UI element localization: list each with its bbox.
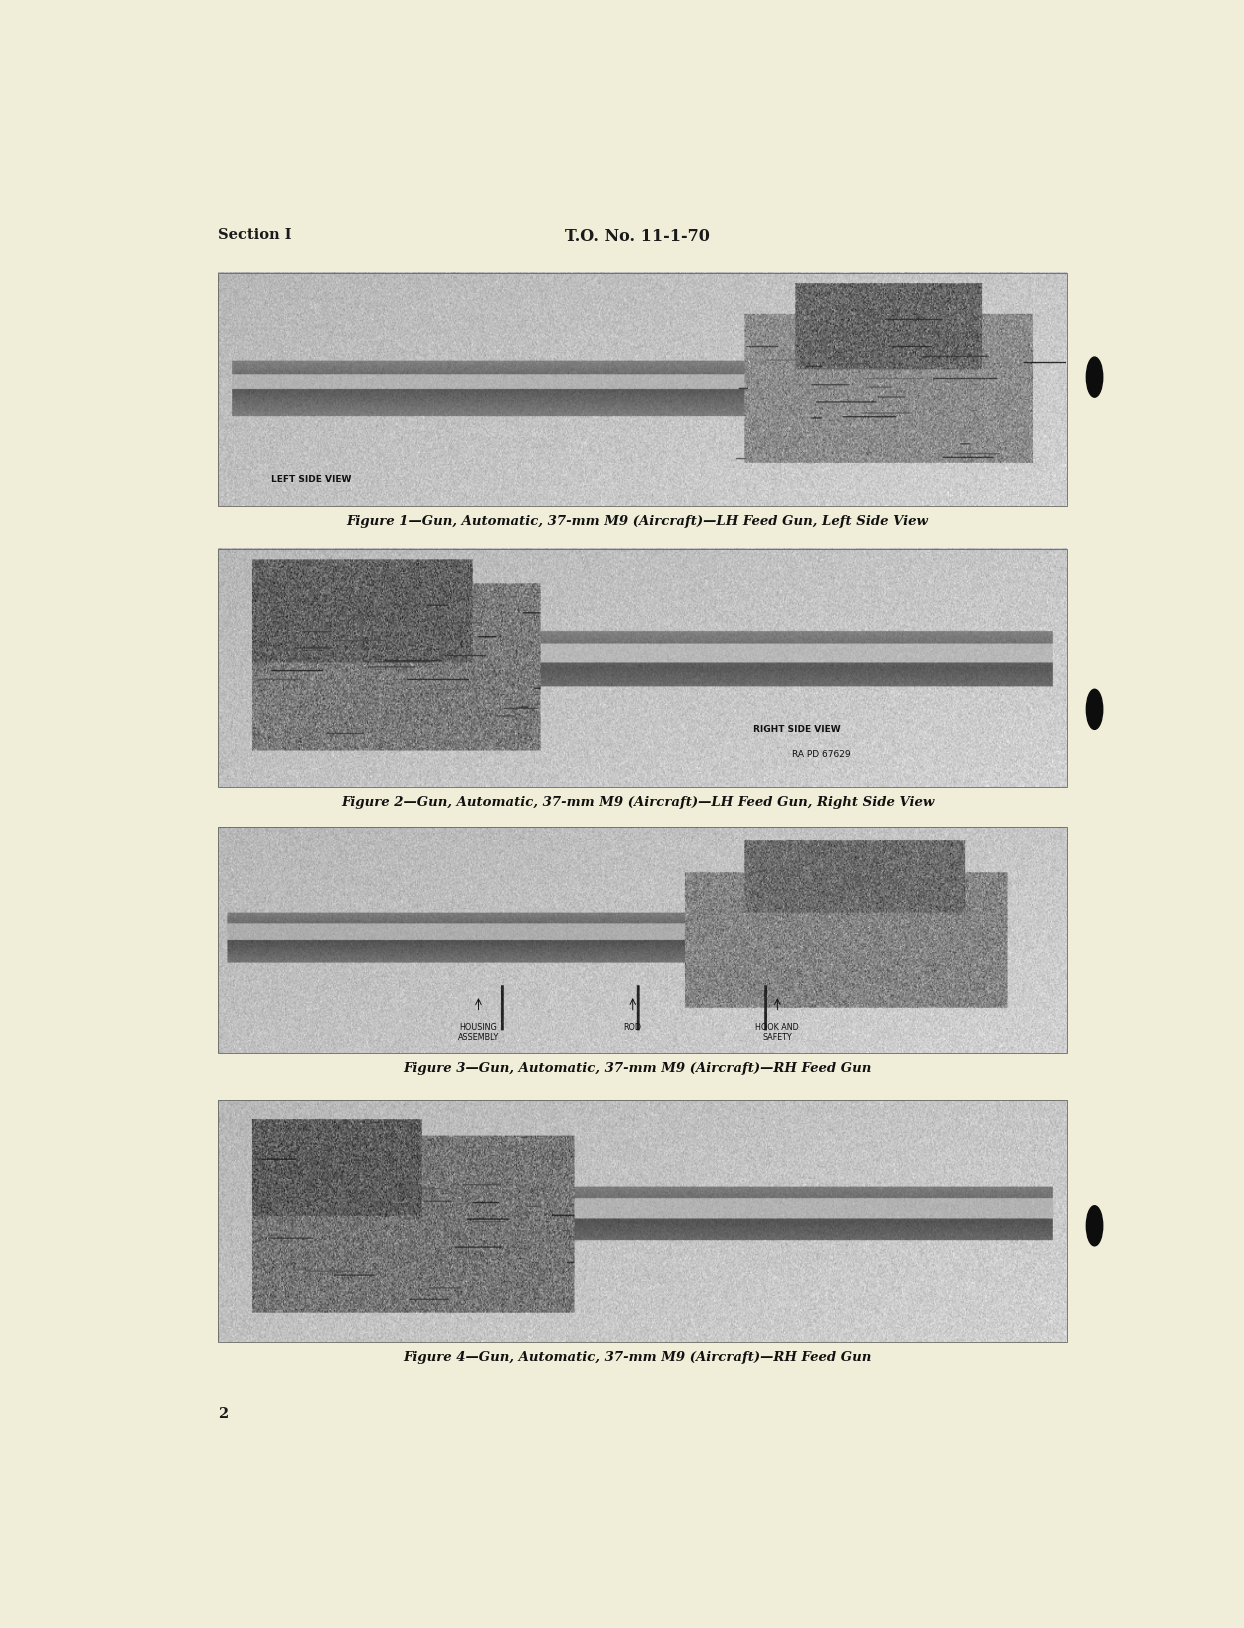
Text: HOUSING
ASSEMBLY: HOUSING ASSEMBLY [458,1022,499,1042]
Text: RA PD 67629: RA PD 67629 [792,751,851,759]
Text: RIGHT SIDE VIEW: RIGHT SIDE VIEW [754,726,841,734]
Bar [218,1101,1066,1343]
Text: Section I: Section I [218,228,291,243]
Ellipse shape [1086,357,1102,397]
Text: HOOK AND
SAFETY: HOOK AND SAFETY [755,1022,799,1042]
Bar [218,549,1066,786]
Text: Figure 2—Gun, Automatic, 37-mm M9 (Aircraft)—LH Feed Gun, Right Side View: Figure 2—Gun, Automatic, 37-mm M9 (Aircr… [341,796,934,809]
Text: LEFT SIDE VIEW: LEFT SIDE VIEW [271,475,352,484]
Text: 2: 2 [218,1407,229,1421]
Text: ROD: ROD [623,1022,642,1032]
Text: Figure 4—Gun, Automatic, 37-mm M9 (Aircraft)—RH Feed Gun: Figure 4—Gun, Automatic, 37-mm M9 (Aircr… [403,1351,872,1364]
Bar [218,827,1066,1053]
Text: Figure 3—Gun, Automatic, 37-mm M9 (Aircraft)—RH Feed Gun: Figure 3—Gun, Automatic, 37-mm M9 (Aircr… [403,1061,872,1074]
Bar [218,274,1066,506]
Ellipse shape [1086,689,1102,729]
Text: Figure 1—Gun, Automatic, 37-mm M9 (Aircraft)—LH Feed Gun, Left Side View: Figure 1—Gun, Automatic, 37-mm M9 (Aircr… [347,514,928,527]
Ellipse shape [1086,1206,1102,1245]
Text: T.O. No. 11-1-70: T.O. No. 11-1-70 [565,228,710,244]
